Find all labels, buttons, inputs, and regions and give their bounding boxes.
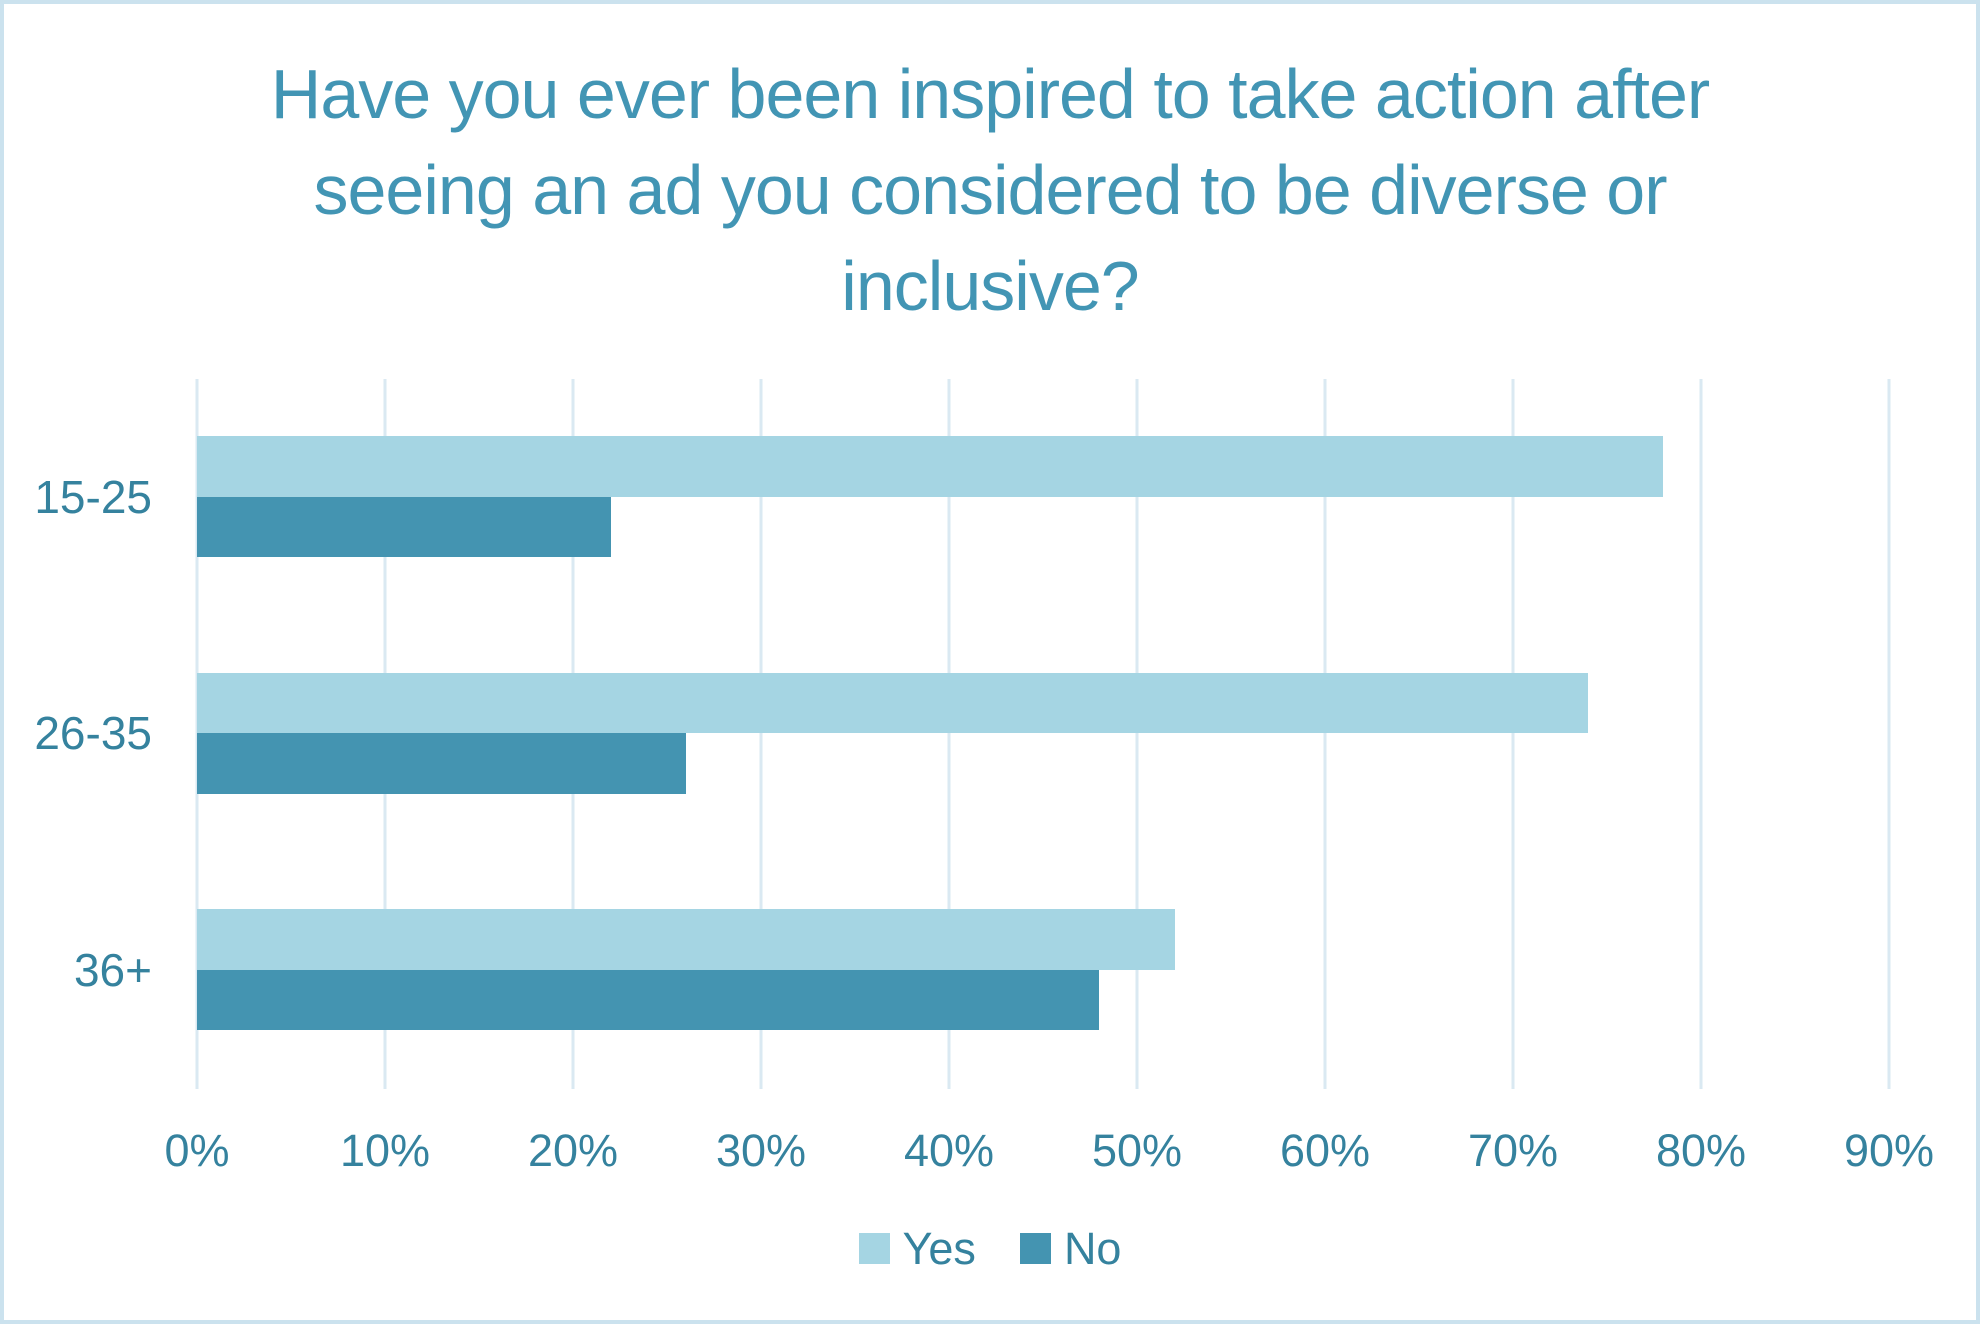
bar-yes-26-35 (197, 672, 1589, 734)
chart-title-line-3: inclusive? (841, 247, 1139, 325)
x-tick-label-30pct: 30% (715, 1125, 807, 1176)
chart-title-line-2: seeing an ad you considered to be divers… (313, 151, 1667, 229)
gridline-30% (759, 379, 763, 1089)
x-axis: 0% 10% 20% 30% 40% 50% 60% 70% 80% 90% (4, 1126, 1976, 1178)
bar-no-15-25 (197, 496, 611, 557)
x-tick-label-40pct: 40% (903, 1125, 995, 1176)
legend-label-yes: Yes (902, 1223, 976, 1274)
legend-item-no: No (1019, 1223, 1122, 1274)
gridline-50% (1135, 379, 1139, 1089)
x-tick-label-0pct: 0% (164, 1125, 230, 1176)
gridline-40% (947, 379, 951, 1089)
bar-yes-36plus (197, 909, 1175, 970)
chart-title-line-1: Have you ever been inspired to take acti… (270, 55, 1710, 133)
x-tick-label-20pct: 20% (527, 1125, 619, 1176)
x-tick-label-10pct: 10% (339, 1125, 431, 1176)
x-tick-label-80pct: 80% (1655, 1125, 1747, 1176)
chart-title: Have you ever been inspired to take acti… (4, 46, 1976, 334)
x-tick-label-50pct: 50% (1091, 1125, 1183, 1176)
bar-yes-15-25 (197, 436, 1664, 497)
legend: Yes No (4, 1226, 1976, 1271)
category-label-15-25: 15-25 (34, 470, 152, 523)
x-tick-label-90pct: 90% (1843, 1125, 1935, 1176)
plot-area (195, 379, 1944, 1089)
bar-no-26-35 (197, 733, 686, 794)
x-tick-label-70pct: 70% (1467, 1125, 1559, 1176)
legend-swatch-no (1019, 1233, 1051, 1264)
bar-no-36plus (197, 969, 1100, 1031)
legend-swatch-yes (858, 1233, 890, 1264)
gridline-80% (1699, 379, 1703, 1089)
legend-label-no: No (1063, 1223, 1122, 1274)
gridline-60% (1323, 379, 1327, 1089)
gridline-70% (1511, 379, 1515, 1089)
gridline-90% (1887, 379, 1891, 1089)
category-axis: 15-25 26-35 36+ (4, 379, 152, 1089)
category-label-36plus: 36+ (73, 943, 152, 996)
category-label-26-35: 26-35 (34, 707, 152, 760)
x-tick-label-60pct: 60% (1279, 1125, 1371, 1176)
legend-item-yes: Yes (858, 1223, 976, 1274)
